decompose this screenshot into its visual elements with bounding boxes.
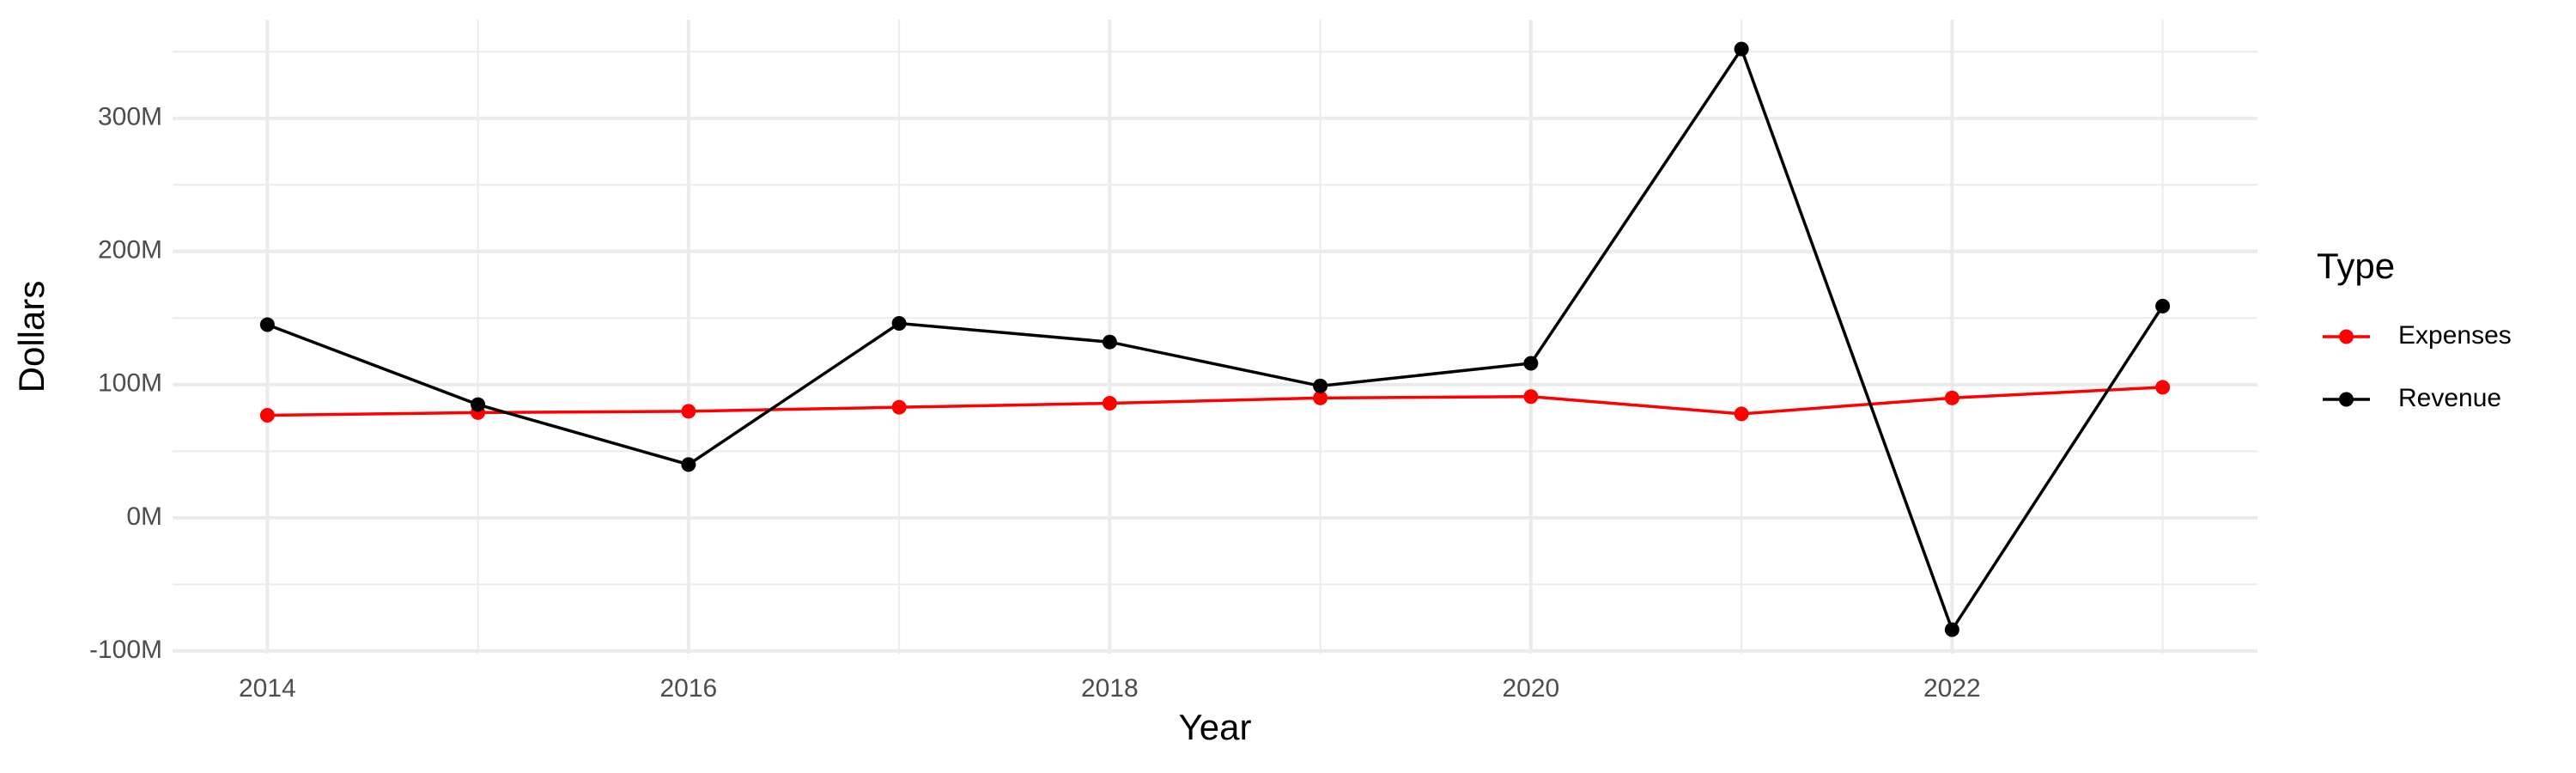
point: [681, 457, 696, 472]
x-axis-title: Year: [1179, 707, 1252, 747]
y-tick-label: 300M: [98, 103, 162, 131]
x-tick-label: 2018: [1081, 674, 1139, 703]
point: [1313, 390, 1328, 405]
point: [1734, 41, 1749, 57]
y-tick-label: 0M: [126, 502, 162, 531]
x-tick-label: 2022: [1923, 674, 1981, 703]
point: [891, 399, 907, 415]
point: [1523, 356, 1539, 371]
x-tick-label: 2020: [1503, 674, 1560, 703]
y-axis-title: Dollars: [11, 281, 52, 393]
legend-key-point: [2339, 392, 2354, 407]
point: [471, 397, 486, 412]
legend-title: Type: [2317, 246, 2395, 286]
line: [266, 46, 2165, 633]
y-tick-label: 200M: [98, 236, 162, 265]
point: [891, 315, 907, 331]
legend-key-point: [2339, 329, 2354, 344]
x-tick-label: 2016: [659, 674, 717, 703]
y-tick-label: -100M: [89, 636, 162, 664]
y-tick-label: 100M: [98, 369, 162, 398]
point: [1944, 390, 1959, 405]
point: [1102, 334, 1117, 350]
point: [1102, 396, 1117, 411]
legend-label: Revenue: [2398, 384, 2501, 412]
legend-label: Expenses: [2398, 321, 2512, 350]
point: [1313, 378, 1328, 393]
x-tick-label: 2014: [239, 674, 296, 703]
point: [681, 404, 696, 419]
point: [2155, 298, 2171, 313]
point: [2155, 380, 2171, 395]
point: [1944, 622, 1959, 637]
point: [259, 317, 275, 332]
point: [259, 407, 275, 423]
line: [267, 386, 2163, 417]
point: [1734, 406, 1749, 422]
point: [1523, 389, 1539, 405]
